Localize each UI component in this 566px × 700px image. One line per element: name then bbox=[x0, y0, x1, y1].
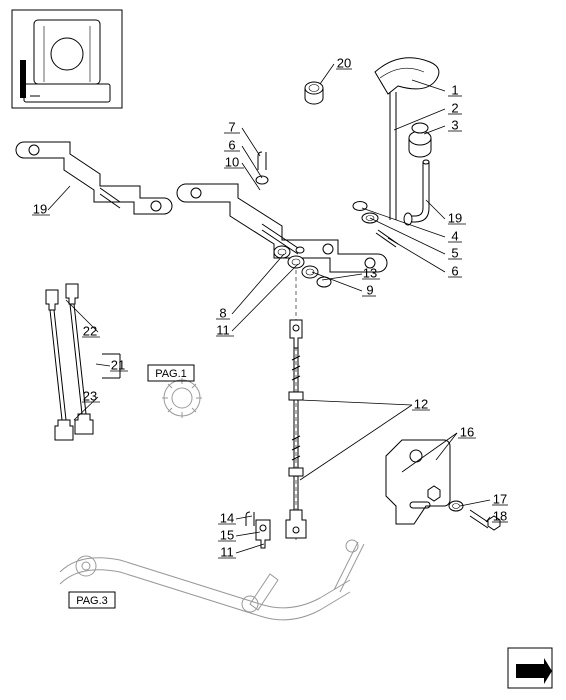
callout-20: 19 bbox=[448, 210, 462, 225]
callout-13: 13 bbox=[363, 265, 377, 280]
callout-19: 19 bbox=[33, 201, 47, 216]
callout-2: 2 bbox=[451, 100, 458, 115]
callout-3: 3 bbox=[451, 117, 458, 132]
page-ref-pag3-label: PAG.3 bbox=[76, 595, 108, 607]
callout-4: 4 bbox=[451, 228, 458, 243]
part-tie-rod-12 bbox=[286, 320, 306, 538]
part-bushing-21 bbox=[305, 82, 323, 104]
callout-22: 21 bbox=[111, 357, 125, 372]
callout-11b: 11 bbox=[220, 544, 234, 559]
part-plate-16 bbox=[386, 440, 450, 524]
callout-10: 10 bbox=[225, 154, 239, 169]
callout-15: 15 bbox=[220, 527, 234, 542]
callout-14: 14 bbox=[220, 510, 234, 525]
callout-7: 7 bbox=[228, 119, 235, 134]
callout-8: 8 bbox=[219, 305, 226, 320]
callout-1: 1 bbox=[451, 82, 458, 97]
next-page-icon[interactable] bbox=[508, 648, 552, 688]
page-ref-pag1-label: PAG.1 bbox=[155, 368, 187, 380]
callout-16: 16 bbox=[460, 424, 474, 439]
callout-6a: 6 bbox=[451, 263, 458, 278]
callout-23b: 23 bbox=[83, 388, 97, 403]
callout-11a: 11 bbox=[216, 322, 230, 337]
callout-9: 9 bbox=[366, 282, 373, 297]
part-link-rod-23b bbox=[66, 284, 93, 434]
callout-18: 18 bbox=[493, 508, 507, 523]
ghost-spline-pag1 bbox=[162, 378, 202, 418]
part-bracket-main bbox=[177, 184, 387, 272]
inset-reference-view bbox=[12, 10, 122, 108]
parts-diagram: 20 1 2 3 19 4 5 6 7 6 10 8 11 13 9 12 16… bbox=[0, 0, 566, 700]
part-clevis-small bbox=[246, 512, 270, 548]
part-rod-20 bbox=[404, 160, 429, 225]
callout-12: 12 bbox=[414, 396, 428, 411]
part-link-rod-23a bbox=[46, 290, 73, 440]
callout-23a: 22 bbox=[83, 323, 97, 338]
callout-5: 5 bbox=[451, 245, 458, 260]
part-knob-3 bbox=[409, 123, 431, 157]
page-ref-pag1: PAG.1 bbox=[148, 365, 194, 381]
callout-17: 17 bbox=[493, 491, 507, 506]
page-ref-pag3: PAG.3 bbox=[69, 592, 115, 608]
callout-6b: 6 bbox=[228, 137, 235, 152]
part-washer-6-upper bbox=[256, 176, 268, 184]
callout-21: 20 bbox=[337, 55, 351, 70]
